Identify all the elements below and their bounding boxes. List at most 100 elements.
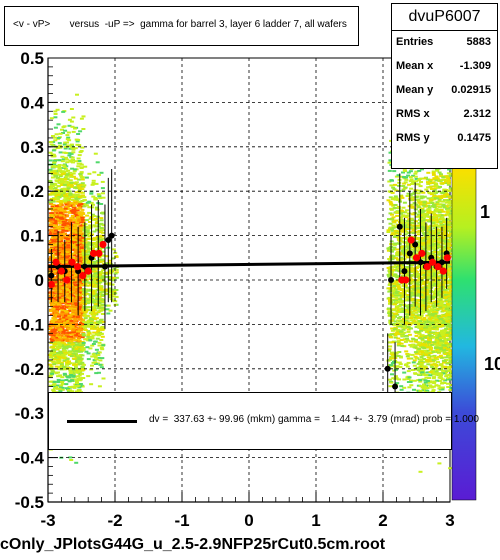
- density-cell: [410, 221, 415, 224]
- density-cell: [51, 303, 56, 306]
- density-cell: [59, 361, 64, 364]
- density-cell: [64, 189, 69, 192]
- density-cell: [66, 136, 71, 139]
- density-cell: [396, 343, 401, 346]
- density-cell: [77, 282, 82, 285]
- density-cell: [58, 214, 63, 217]
- density-cell: [426, 215, 431, 218]
- density-cell: [101, 260, 106, 263]
- density-cell: [54, 372, 59, 375]
- density-cell: [68, 369, 73, 372]
- density-cell: [63, 350, 68, 353]
- density-cell: [57, 360, 62, 363]
- density-cell: [48, 327, 53, 330]
- density-cell: [75, 193, 80, 196]
- density-cell: [104, 282, 109, 285]
- density-cell: [58, 328, 63, 331]
- density-cell: [49, 365, 54, 368]
- density-cell: [406, 370, 411, 373]
- density-cell: [391, 186, 396, 189]
- density-cell: [76, 389, 81, 391]
- density-cell: [55, 239, 60, 242]
- density-cell: [53, 116, 58, 119]
- density-cell: [97, 247, 102, 250]
- density-cell: [73, 365, 78, 368]
- density-cell: [95, 236, 100, 238]
- density-cell: [49, 302, 54, 305]
- density-cell: [73, 300, 78, 303]
- density-cell: [104, 304, 109, 307]
- density-cell: [61, 158, 66, 161]
- density-cell: [406, 326, 411, 328]
- density-cell: [79, 349, 84, 352]
- density-cell: [71, 211, 76, 214]
- density-cell: [401, 247, 406, 249]
- density-cell: [60, 381, 64, 383]
- density-cell: [91, 306, 96, 309]
- density-cell: [393, 368, 398, 371]
- density-cell: [98, 281, 103, 284]
- density-cell: [87, 235, 92, 238]
- density-cell: [423, 323, 428, 326]
- density-cell: [67, 249, 72, 252]
- density-cell: [79, 357, 84, 360]
- density-cell: [71, 357, 76, 360]
- density-cell: [60, 343, 65, 346]
- density-cell: [100, 187, 105, 190]
- density-cell: [393, 198, 398, 201]
- density-cell: [60, 388, 65, 391]
- density-cell: [414, 325, 419, 328]
- density-cell: [58, 374, 63, 377]
- density-cell: [406, 328, 411, 331]
- density-cell: [98, 231, 103, 234]
- density-cell: [393, 273, 398, 276]
- density-cell: [76, 165, 81, 168]
- density-cell: [51, 348, 56, 351]
- density-cell: [56, 226, 61, 229]
- density-cell: [400, 334, 405, 337]
- density-cell: [64, 202, 68, 204]
- density-cell: [65, 340, 70, 342]
- density-cell: [82, 205, 87, 208]
- density-cell: [417, 210, 422, 213]
- density-cell: [96, 173, 101, 176]
- density-cell: [110, 257, 115, 260]
- density-cell: [68, 279, 73, 282]
- density-cell: [74, 298, 79, 301]
- density-cell: [89, 201, 94, 204]
- density-cell: [69, 120, 74, 123]
- density-cell: [406, 357, 411, 360]
- density-cell: [61, 192, 66, 195]
- density-cell: [68, 297, 73, 300]
- density-cell: [82, 289, 87, 292]
- density-cell: [67, 331, 72, 334]
- density-cell: [56, 355, 61, 358]
- density-cell: [48, 279, 53, 282]
- density-cell: [64, 258, 69, 261]
- density-cell: [114, 295, 119, 298]
- density-cell: [74, 250, 79, 253]
- density-cell: [390, 266, 395, 269]
- density-cell: [52, 268, 57, 271]
- density-cell: [94, 300, 99, 303]
- density-cell: [53, 113, 58, 115]
- density-cell: [75, 313, 80, 315]
- density-cell: [448, 209, 453, 212]
- density-cell: [449, 336, 453, 339]
- density-cell: [403, 186, 408, 189]
- density-cell: [61, 288, 66, 291]
- density-cell: [414, 170, 419, 173]
- density-cell: [388, 341, 393, 344]
- density-cell: [87, 284, 92, 287]
- density-cell: [399, 195, 404, 198]
- density-cell: [54, 355, 59, 358]
- density-cell: [67, 190, 72, 193]
- density-cell: [65, 361, 70, 364]
- density-cell: [404, 290, 409, 293]
- density-cell: [449, 344, 454, 346]
- density-cell: [413, 372, 418, 375]
- density-cell: [86, 339, 91, 342]
- density-cell: [58, 211, 63, 214]
- density-cell: [80, 236, 85, 239]
- density-cell: [79, 289, 84, 292]
